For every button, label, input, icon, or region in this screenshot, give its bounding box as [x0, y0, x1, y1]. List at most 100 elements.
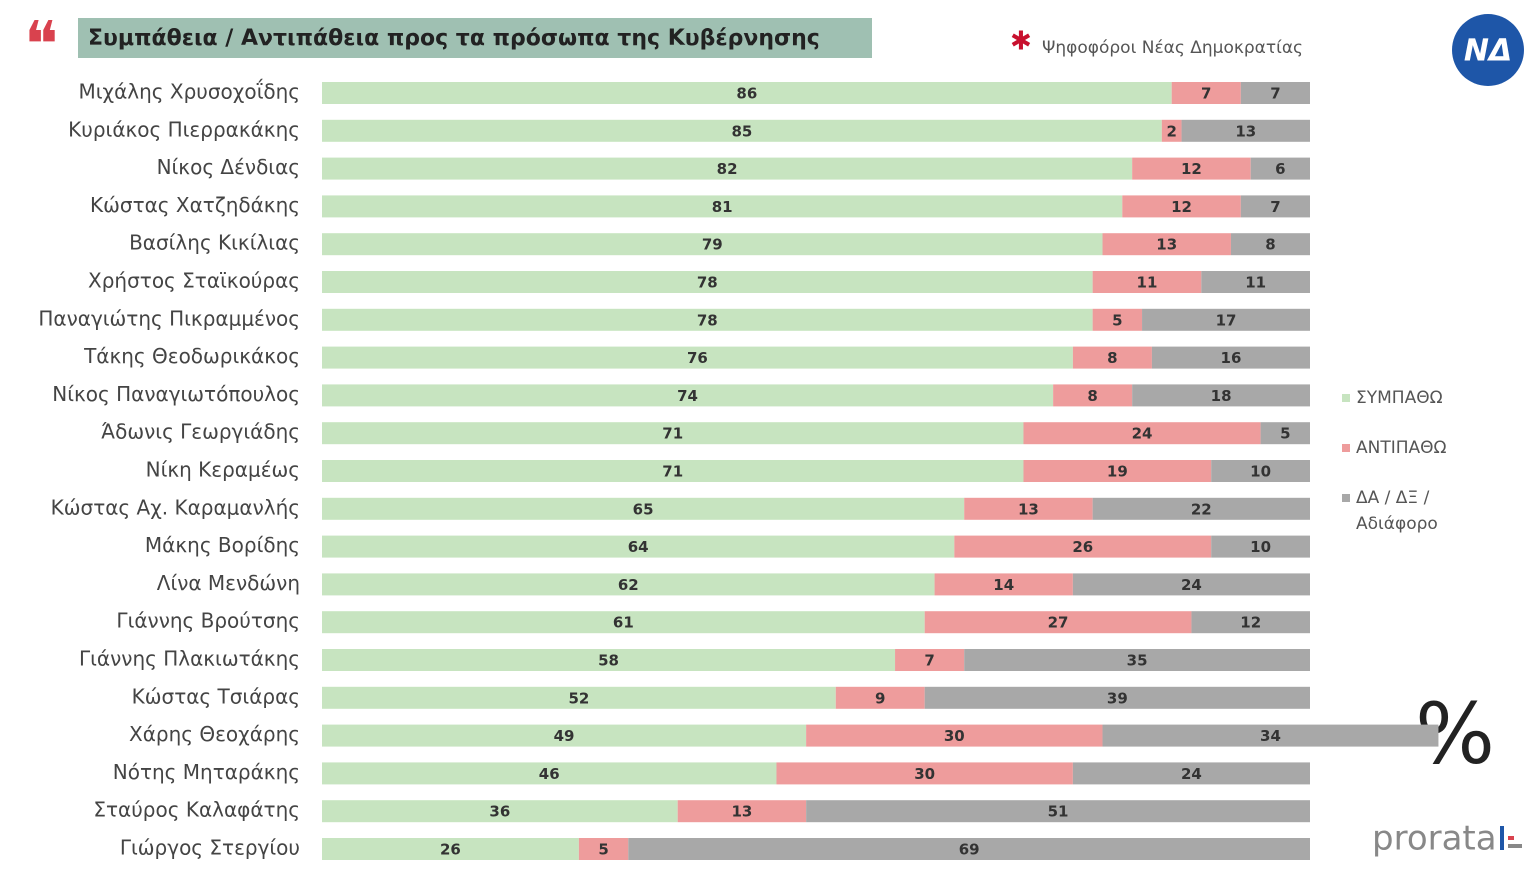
category-label: Χρήστος Σταϊκούρας: [88, 269, 300, 293]
bar-segment: [322, 762, 777, 785]
bar-segment: [322, 460, 1024, 482]
value-label: 7: [924, 652, 934, 670]
bar-segment: [628, 838, 1310, 860]
bar-segment: [835, 686, 925, 709]
category-label: Βασίλης Κικίλιας: [129, 231, 300, 255]
value-label: 76: [687, 349, 708, 367]
value-label: 5: [1112, 311, 1122, 329]
category-label: Κυριάκος Πιερρακάκης: [68, 117, 300, 141]
bar-segment: [964, 497, 1093, 520]
value-label: 24: [1181, 576, 1202, 594]
value-label: 10: [1250, 538, 1271, 556]
bar-segment: [806, 724, 1103, 747]
value-label: 82: [717, 160, 738, 178]
bar-segment: [1191, 611, 1310, 634]
value-label: 36: [489, 803, 510, 821]
bar-segment: [677, 800, 807, 823]
bar-segment: [322, 119, 1162, 142]
value-label: 30: [914, 765, 935, 783]
value-label: 11: [1245, 274, 1266, 292]
value-label: 85: [731, 122, 752, 140]
bar-segment: [1211, 460, 1310, 482]
subtitle: Ψηφοφόροι Νέας Δημοκρατίας: [1042, 38, 1303, 58]
bar-segment: [1122, 195, 1241, 218]
category-label: Νίκη Κεραμέως: [146, 458, 300, 482]
bar-segment: [1092, 308, 1143, 331]
bar-segment: [934, 573, 1073, 596]
bar-segment: [1072, 346, 1152, 369]
value-label: 22: [1191, 500, 1212, 518]
bar-segment: [322, 611, 925, 634]
legend-swatch: [1342, 394, 1350, 402]
value-label: 27: [1048, 614, 1069, 632]
bar-segment: [322, 195, 1123, 218]
bar-segment: [1132, 384, 1310, 407]
value-label: 13: [1156, 236, 1177, 254]
title-background: [78, 18, 872, 58]
value-label: 26: [1072, 538, 1093, 556]
value-label: 18: [1211, 387, 1232, 405]
value-label: 78: [697, 311, 718, 329]
value-label: 61: [613, 614, 634, 632]
value-label: 51: [1048, 803, 1069, 821]
bar-segment: [1142, 308, 1310, 331]
value-label: 81: [712, 198, 733, 216]
value-label: 58: [598, 652, 619, 670]
value-label: 79: [702, 236, 723, 254]
bar-segment: [1211, 535, 1310, 558]
bar-segment: [1260, 422, 1310, 445]
value-label: 62: [618, 576, 639, 594]
bar-segment: [322, 82, 1172, 104]
category-label: Μιχάλης Χρυσοχοΐδης: [79, 80, 300, 104]
value-label: 14: [993, 576, 1014, 594]
quote-mark: ❝: [24, 9, 58, 83]
bar-segment: [1023, 460, 1212, 482]
source: prorata: [1372, 819, 1497, 859]
value-label: 12: [1181, 160, 1202, 178]
category-label: Μάκης Βορίδης: [145, 533, 300, 557]
bar-segment: [1171, 82, 1241, 104]
value-label: 86: [736, 85, 757, 103]
bar-segment: [1092, 271, 1202, 293]
value-label: 71: [662, 425, 683, 443]
value-label: 13: [1235, 122, 1256, 140]
legend-label: ΑΝΤΙΠΑΘΩ: [1356, 438, 1447, 458]
chart-title: Συμπάθεια / Αντιπάθεια προς τα πρόσωπα τ…: [88, 26, 820, 51]
value-label: 2: [1166, 122, 1176, 140]
bar-segment: [1023, 422, 1261, 445]
value-label: 12: [1171, 198, 1192, 216]
bar-segment: [1230, 233, 1310, 256]
value-label: 16: [1221, 349, 1242, 367]
bar-segment: [1181, 119, 1310, 142]
value-label: 12: [1240, 614, 1261, 632]
value-label: 30: [944, 727, 965, 745]
bar-segment: [1240, 82, 1310, 104]
category-label: Χάρης Θεοχάρης: [129, 722, 300, 746]
bar-segment: [322, 724, 807, 747]
value-label: 8: [1087, 387, 1097, 405]
value-label: 5: [598, 841, 608, 859]
value-label: 52: [568, 689, 589, 707]
bar-segment: [1151, 346, 1310, 369]
bar-segment: [1053, 384, 1133, 407]
bar-segment: [776, 762, 1073, 785]
value-label: 9: [875, 689, 885, 707]
bar-segment: [322, 157, 1133, 180]
bar-segment: [578, 838, 629, 860]
value-label: 13: [1018, 500, 1039, 518]
category-label: Γιάννης Πλακιωτάκης: [79, 647, 300, 671]
bar-segment: [322, 422, 1024, 445]
value-label: 8: [1107, 349, 1117, 367]
bar-segment: [806, 800, 1310, 823]
value-label: 26: [440, 841, 461, 859]
value-label: 8: [1265, 236, 1275, 254]
value-label: 39: [1107, 689, 1128, 707]
bar-segment: [1250, 157, 1310, 180]
value-label: 49: [554, 727, 575, 745]
bar-segment: [1102, 233, 1231, 256]
bar-segment: [1240, 195, 1310, 218]
bar-segment: [924, 611, 1192, 634]
legend-entry: ΣΥΜΠΑΘΩ: [1342, 385, 1492, 411]
category-label: Νότης Μηταράκης: [113, 760, 300, 784]
value-label: 7: [1270, 198, 1280, 216]
